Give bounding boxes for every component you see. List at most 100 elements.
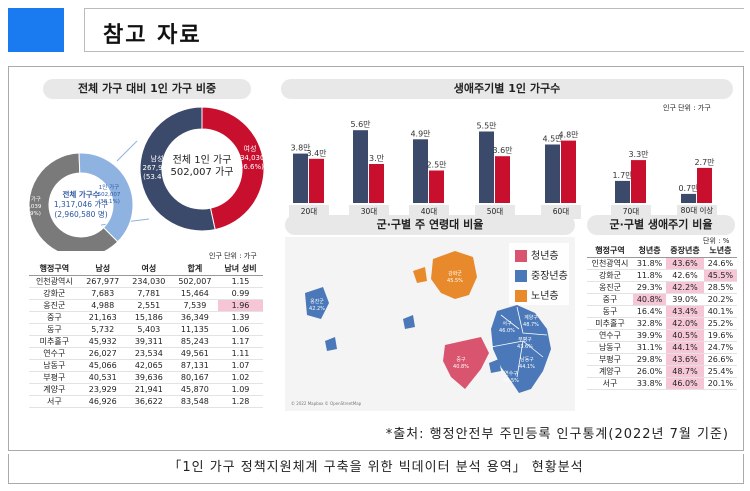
bar-value-label: 3.6만: [492, 146, 513, 155]
table-cell: 29.3%: [632, 281, 667, 294]
map-region-label: 서구: [502, 320, 512, 327]
table-row: 남동구 45,066 42,065 87,131 1.07: [29, 359, 263, 372]
table-cell: 강화군: [587, 269, 633, 282]
table-row: 미추홀구 45,932 39,311 85,243 1.17: [29, 335, 263, 348]
table-header-cell: 노년층: [703, 245, 737, 258]
ongjin-island: [403, 315, 415, 329]
single-households-donut: [139, 106, 265, 232]
table-row: 강화군 11.8% 42.6% 45.5%: [587, 269, 737, 282]
header-title-box: 참고 자료: [84, 8, 744, 52]
ongjin-island: [325, 337, 337, 351]
bar-chart-title: 생애주기별 1인 가구수: [281, 79, 733, 99]
table-header-cell: 청년층: [632, 245, 667, 258]
map-region-label: 남동구: [520, 356, 534, 363]
table-cell: 28.5%: [703, 281, 737, 294]
single-household-label: 1인 가구 502,007 (38.1%): [97, 185, 121, 205]
table-cell: 40.8%: [632, 293, 667, 306]
header-blue-square: [8, 8, 64, 52]
table-cell: 15,464: [171, 287, 218, 300]
bar-male: [479, 131, 494, 203]
table-cell: 부평구: [29, 371, 80, 384]
table-cell: 중구: [587, 293, 633, 306]
table-cell: 40,531: [79, 371, 126, 384]
table-cell: 2,551: [125, 299, 172, 312]
map-region-label: 42.2%: [309, 306, 325, 312]
table-cell: 26.6%: [703, 353, 737, 366]
bar-male: [353, 130, 368, 203]
table-cell: 87,131: [171, 359, 218, 372]
table-cell: 46.0%: [666, 377, 704, 390]
table-cell: 1.06: [217, 323, 263, 336]
table-cell: 25.2%: [703, 317, 737, 330]
table-cell: 11.8%: [632, 269, 667, 282]
big-donut-center-title: 전체 1인 가구: [172, 155, 232, 166]
table-row: 서구 46,926 36,622 83,548 1.28: [29, 395, 263, 408]
connector-line: [116, 140, 138, 162]
table-cell: 1.17: [217, 335, 263, 348]
table-cell: 강화군: [29, 287, 80, 300]
table-cell: 31.1%: [632, 341, 667, 354]
bar-value-label: 2.5만: [426, 161, 447, 170]
table-header-cell: 행정구역: [587, 245, 633, 258]
table-cell: 서구: [29, 395, 80, 408]
table-cell: 미추홀구: [587, 317, 633, 330]
map-region-label: 43.6%: [517, 344, 533, 350]
bar-female: [495, 156, 510, 203]
table-cell: 21,163: [79, 311, 126, 324]
map-region-label: 강화군: [448, 270, 462, 277]
map-region-label: 40.8%: [453, 364, 469, 370]
table-header-cell: 남녀 성비: [217, 263, 263, 276]
table-cell: 15,186: [125, 311, 172, 324]
table-cell: 동구: [587, 305, 633, 318]
gray-donut-center: 전체 가구수 1,317,046 가구 (2,960,580 명): [46, 190, 116, 220]
bar-male: [293, 153, 308, 203]
donut-slice-male: [139, 106, 216, 232]
map-region-label: 48.7%: [523, 322, 539, 328]
map-copyright: © 2022 Mapbox © OpenStreetMap: [291, 401, 362, 406]
table-cell: 서구: [587, 377, 633, 390]
bar-value-label: 4.5만: [542, 135, 563, 144]
table-cell: 45.5%: [703, 269, 737, 282]
table-row: 중구 21,163 15,186 36,349 1.39: [29, 311, 263, 324]
table-cell: 31.8%: [632, 257, 667, 270]
table-cell: 40.1%: [703, 305, 737, 318]
table-row: 부평구 40,531 39,636 80,167 1.02: [29, 371, 263, 384]
table-cell: 11,135: [171, 323, 218, 336]
table-cell: 동구: [29, 323, 80, 336]
legend-swatch: [515, 270, 527, 282]
donut-center-title: 전체 가구수: [62, 190, 100, 199]
table-cell: 44.1%: [666, 341, 704, 354]
bar-value-label: 3.8만: [290, 144, 311, 153]
table-cell: 20.2%: [703, 293, 737, 306]
table-cell: 7,781: [125, 287, 172, 300]
table-cell: 1.15: [217, 275, 263, 288]
table-cell: 23,929: [79, 383, 126, 396]
bar-value-label: 1.7만: [612, 171, 633, 180]
bar-value-label: 4.8만: [558, 131, 579, 140]
lifecycle-table: 행정구역 청년층 중장년층 노년층 인천광역시 31.8% 43.6% 24.6% 강화군 11…: [587, 245, 737, 390]
district-borders: [490, 306, 548, 378]
table-cell: 계양구: [29, 383, 80, 396]
ganghwa-region: [431, 251, 477, 299]
legend-swatch: [515, 290, 527, 302]
bar-male: [413, 139, 428, 203]
map-region-label: 46.0%: [499, 328, 515, 334]
bar-female: [561, 140, 576, 203]
bar-value-label: 3.3만: [628, 150, 649, 159]
right-table-unit: 단위 : %: [703, 237, 730, 245]
bar-male: [681, 193, 696, 203]
table-cell: 4,988: [79, 299, 126, 312]
table-row: 동구 16.4% 43.4% 40.1%: [587, 305, 737, 318]
map-region-label: 45.5%: [447, 278, 463, 284]
map-region-label: 연수구: [504, 370, 518, 377]
bar-value-label: 3.4만: [306, 149, 327, 158]
map-legend: 청년층 중장년층 노년층: [509, 243, 569, 305]
table-row: 계양구 23,929 21,941 45,870 1.09: [29, 383, 263, 396]
map-region-label: 44.1%: [519, 364, 535, 370]
bar-female: [369, 164, 384, 203]
table-row: 서구 33.8% 46.0% 20.1%: [587, 377, 737, 390]
table-cell: 36,349: [171, 311, 218, 324]
bar-chart-unit: 인구 단위 : 가구: [663, 104, 711, 112]
table-cell: 39,311: [125, 335, 172, 348]
bar-female: [631, 160, 646, 203]
